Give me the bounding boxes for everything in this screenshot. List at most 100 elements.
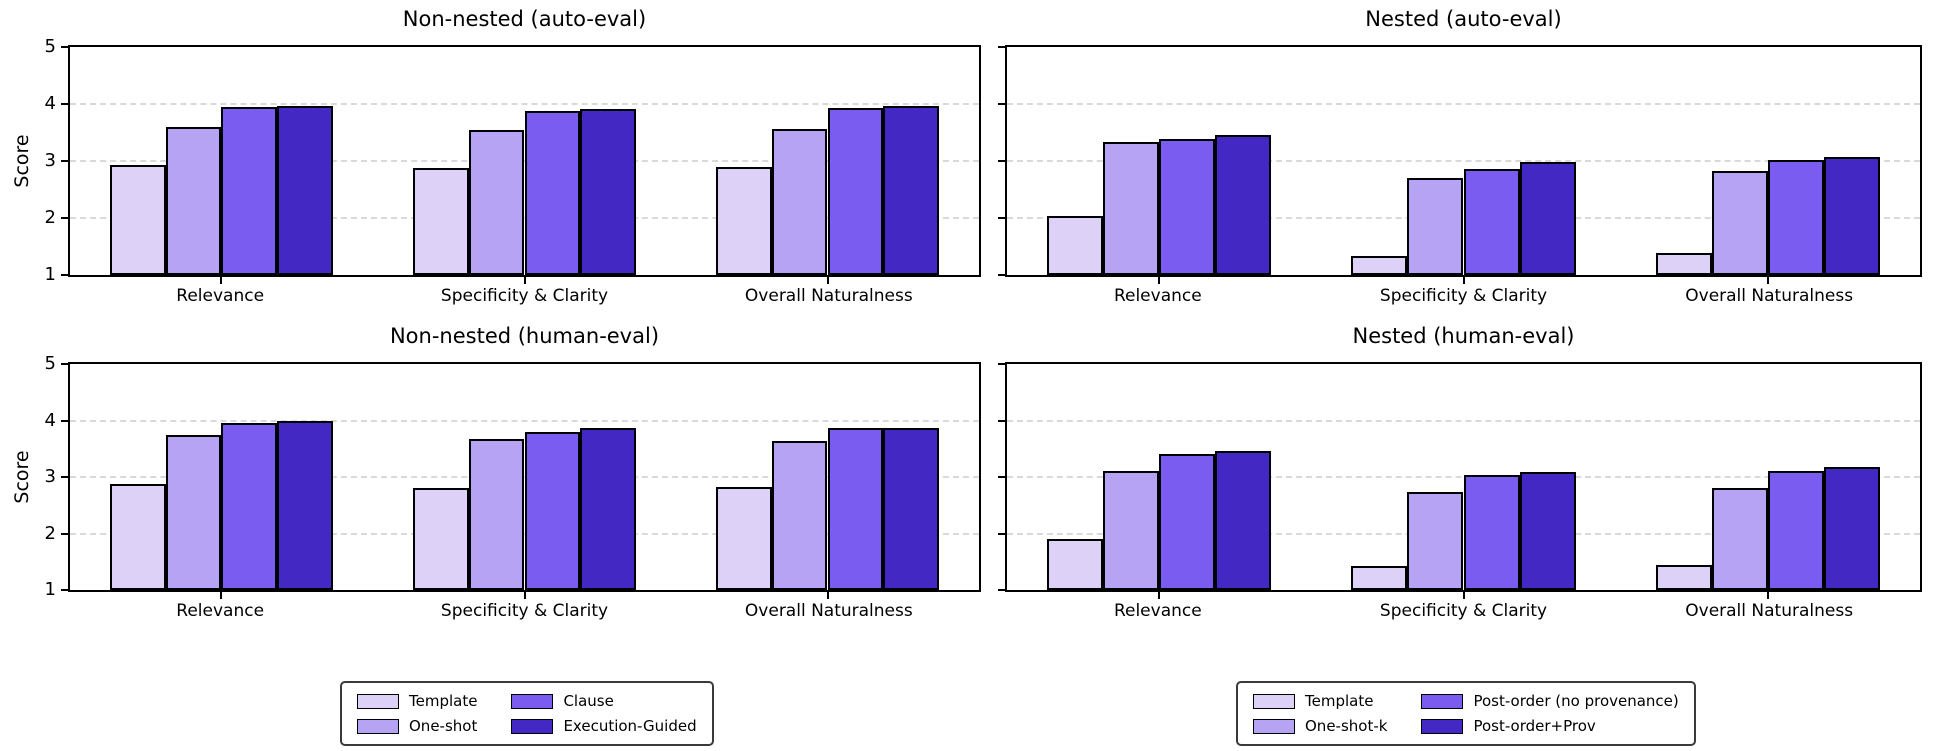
bar-one-shot <box>771 441 828 590</box>
y-tick-mark <box>61 217 70 219</box>
plot-area: 1 2 3 4 5 <box>45 38 981 284</box>
y-tick-label: 4 <box>44 93 56 114</box>
legend-item-one-shot-k: One-shot-k <box>1253 717 1387 735</box>
legend-nested: Template One-shot-k Post-order (no provena… <box>1236 681 1696 746</box>
panel-non-nested-human-eval: Non-nested (human-eval) Score 1 2 3 4 5 Rele… <box>11 324 981 621</box>
panel-nested-human-eval: Nested (human-eval) Relevance Specificity… <box>998 324 1922 621</box>
bar-post-order-no-provenance <box>1463 475 1520 590</box>
legend-swatch <box>357 693 399 709</box>
x-tick-mark <box>1462 590 1465 599</box>
plot-area <box>998 362 1922 599</box>
bar-template <box>715 166 772 275</box>
category-label-overall-naturalness: Overall Naturalness <box>1685 286 1854 306</box>
y-tick-mark <box>998 160 1007 162</box>
legend-non-nested: Template One-shot Clause Execution-Guided <box>340 681 714 746</box>
y-axis-label: Score <box>11 134 33 188</box>
y-tick-mark <box>61 532 70 535</box>
y-tick-mark <box>998 419 1007 422</box>
legend-item-one-shot: One-shot <box>357 717 477 735</box>
bar-execution-guided <box>277 105 334 275</box>
bar-post-order-prov <box>1215 451 1272 590</box>
legend-label: Execution-Guided <box>563 717 697 735</box>
plot-title: Nested (auto-eval) <box>1365 7 1562 31</box>
bar-clause <box>827 108 884 275</box>
legend-label: Post-order (no provenance) <box>1473 692 1679 710</box>
y-tick-mark <box>998 46 1007 48</box>
bar-post-order-no-provenance <box>1767 470 1824 590</box>
y-tick-mark <box>61 274 70 276</box>
bar-clause <box>221 422 278 590</box>
legend-label: Template <box>409 692 478 710</box>
x-tick-mark <box>1766 590 1769 599</box>
bar-template <box>412 167 469 275</box>
plot-title: Non-nested (human-eval) <box>389 324 660 348</box>
y-tick-mark <box>61 589 70 591</box>
legend-swatch <box>1421 718 1464 734</box>
y-tick-label: 2 <box>44 207 56 228</box>
legend-label: One-shot <box>409 717 478 735</box>
legend-label: Clause <box>563 692 614 710</box>
gridline <box>1007 419 1920 422</box>
x-tick-mark <box>220 590 223 599</box>
legend-item-template: Template <box>357 692 477 710</box>
legend-swatch <box>1421 693 1464 709</box>
bar-one-shot <box>771 128 828 275</box>
bar-execution-guided <box>580 109 637 275</box>
legend-item-template: Template <box>1253 692 1387 710</box>
bar-post-order-no-provenance <box>1159 139 1216 275</box>
bar-template <box>1655 564 1712 590</box>
bar-template <box>1046 215 1103 275</box>
panel-nested-auto-eval: Nested (auto-eval) Relevance Specificity … <box>998 7 1922 306</box>
plot-area <box>998 45 1922 284</box>
x-tick-mark <box>523 590 526 599</box>
gridline <box>1007 160 1920 162</box>
y-tick-label: 5 <box>44 36 56 57</box>
y-tick-mark <box>61 103 70 105</box>
legend-swatch <box>1253 718 1295 734</box>
bar-one-shot-k <box>1407 492 1464 590</box>
y-tick-mark <box>998 476 1007 478</box>
y-tick-mark <box>61 363 70 365</box>
x-tick-mark <box>523 275 526 284</box>
bar-one-shot-k <box>1407 178 1464 275</box>
bar-post-order-prov <box>1519 472 1576 590</box>
x-axis-labels: Relevance Specificity & Clarity Overall Na… <box>68 277 981 311</box>
bar-post-order-no-provenance <box>1767 160 1824 275</box>
gridline <box>70 103 979 105</box>
category-label-overall-naturalness: Overall Naturalness <box>744 601 913 621</box>
y-tick-label: 1 <box>44 579 56 600</box>
plot-title: Non-nested (auto-eval) <box>402 7 647 31</box>
plot-title: Nested (human-eval) <box>1352 324 1575 348</box>
x-tick-mark <box>1766 275 1769 284</box>
panel-non-nested-auto-eval: Non-nested (auto-eval) Score 1 2 3 4 5 Relev… <box>11 7 981 306</box>
bar-clause <box>827 428 884 590</box>
y-tick-mark <box>998 103 1007 105</box>
y-tick-mark <box>61 419 70 422</box>
gridline <box>1007 103 1920 105</box>
x-tick-mark <box>1158 590 1161 599</box>
bar-one-shot-k <box>1711 487 1768 590</box>
bar-one-shot <box>468 439 525 590</box>
bar-template <box>1046 539 1103 590</box>
x-tick-mark <box>1158 275 1161 284</box>
y-tick-label: 1 <box>44 264 56 285</box>
bar-execution-guided <box>883 105 940 275</box>
legend-swatch <box>511 718 554 734</box>
bar-post-order-prov <box>1823 467 1881 590</box>
category-label-specificity-clarity: Specificity & Clarity <box>440 601 609 621</box>
category-label-relevance: Relevance <box>1113 286 1202 306</box>
legend-label: One-shot-k <box>1305 717 1388 735</box>
bar-template <box>1655 253 1712 275</box>
y-tick-label: 2 <box>44 522 56 544</box>
y-tick-label: 5 <box>44 353 56 374</box>
y-tick-mark <box>61 160 70 162</box>
bar-execution-guided <box>277 421 334 590</box>
x-tick-mark <box>220 275 223 284</box>
bar-template <box>1351 565 1408 590</box>
bar-post-order-no-provenance <box>1159 454 1216 590</box>
category-label-relevance: Relevance <box>1113 601 1202 621</box>
legend-label: Post-order+Prov <box>1473 717 1596 735</box>
bar-post-order-no-provenance <box>1463 168 1520 275</box>
y-tick-mark <box>998 217 1007 219</box>
